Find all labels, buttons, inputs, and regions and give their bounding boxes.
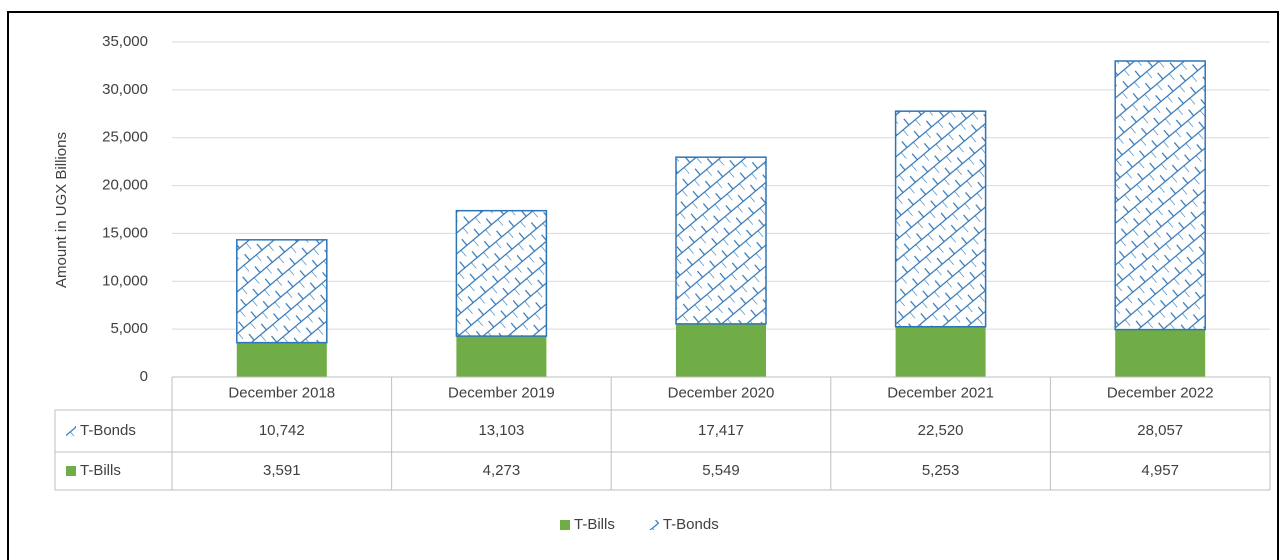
legend-label: T-Bills: [574, 516, 615, 533]
legend-label: T-Bonds: [663, 516, 719, 533]
x-tick-label: December 2020: [668, 384, 775, 401]
y-tick-label: 10,000: [102, 272, 148, 289]
table-cell: 5,549: [702, 462, 740, 479]
legend-key: [560, 520, 570, 530]
bar-segment: [895, 326, 986, 377]
table-cell: 13,103: [478, 422, 524, 439]
legend-key: [648, 520, 659, 530]
bar-segment: [675, 156, 767, 325]
y-tick-label: 20,000: [102, 177, 148, 194]
table-row-label: T-Bonds: [80, 422, 136, 439]
y-axis-label: Amount in UGX Billions: [53, 132, 70, 288]
table-cell: 3,591: [263, 462, 301, 479]
y-tick-label: 0: [140, 368, 148, 385]
table-cell: 4,273: [483, 462, 521, 479]
bar-segment: [1114, 60, 1206, 331]
bar-segment: [894, 110, 987, 328]
y-tick-label: 15,000: [102, 224, 148, 241]
bar-segment: [236, 342, 327, 377]
table-cell: 4,957: [1141, 462, 1179, 479]
table-cell: 5,253: [922, 462, 960, 479]
y-tick-label: 35,000: [102, 33, 148, 50]
x-tick-label: December 2022: [1107, 384, 1214, 401]
bar-segment: [456, 336, 547, 377]
bar-segment: [676, 323, 766, 377]
bar-segment: [236, 239, 328, 344]
legend-key: [66, 466, 76, 476]
x-tick-label: December 2018: [228, 384, 335, 401]
y-tick-label: 5,000: [110, 320, 148, 337]
bar-segment: [455, 209, 548, 337]
table-cell: 10,742: [259, 422, 305, 439]
x-tick-label: December 2019: [448, 384, 555, 401]
frame: [7, 11, 1279, 560]
x-tick-label: December 2021: [887, 384, 994, 401]
table-cell: 17,417: [698, 422, 744, 439]
y-tick-label: 25,000: [102, 129, 148, 146]
legend-key: [66, 426, 76, 436]
table-row-label: T-Bills: [80, 462, 121, 479]
bar-segment: [1115, 329, 1206, 377]
table-cell: 22,520: [918, 422, 964, 439]
table-cell: 28,057: [1137, 422, 1183, 439]
y-tick-label: 30,000: [102, 81, 148, 98]
